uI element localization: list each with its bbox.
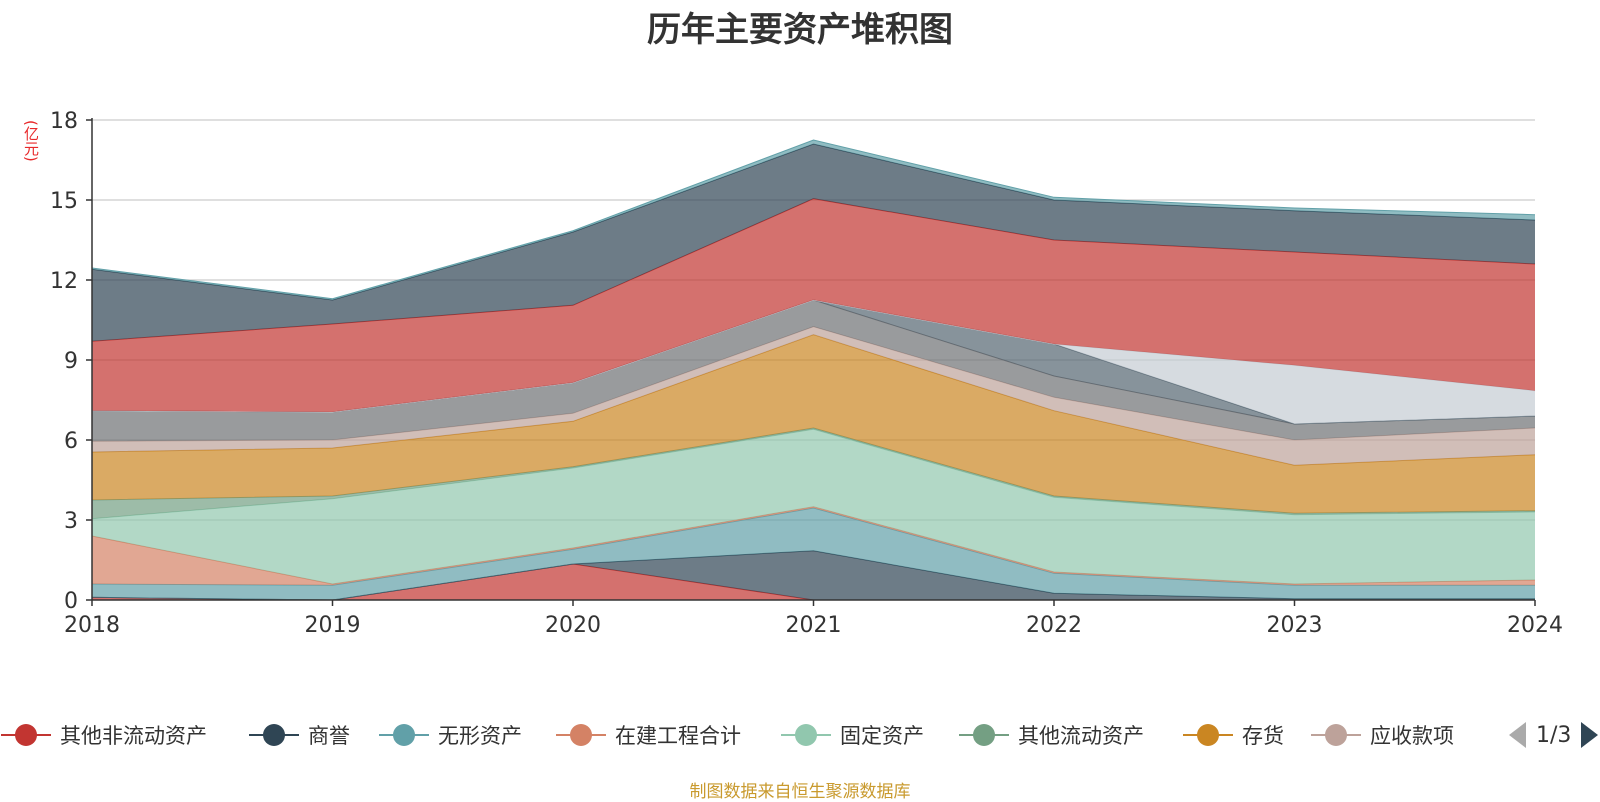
legend-prev-icon[interactable] [1508, 720, 1526, 750]
x-tick-label: 2022 [1026, 613, 1082, 638]
x-tick-label: 2023 [1267, 613, 1323, 638]
area-series-10 [92, 300, 1535, 424]
legend-pager: 1/3 [1500, 715, 1600, 755]
legend-item[interactable]: 其他非流动资产 [0, 715, 207, 755]
y-tick-label: 3 [64, 509, 78, 534]
legend-label: 商誉 [308, 724, 350, 748]
legend-item[interactable]: 存货 [1182, 715, 1284, 755]
chart-title: 历年主要资产堆积图 [647, 10, 953, 50]
legend-marker-icon [1, 724, 51, 746]
area-series-8 [92, 300, 1535, 442]
legend-marker-icon [1311, 724, 1361, 746]
x-tick-label: 2021 [786, 613, 842, 638]
area-series-0 [92, 564, 1535, 600]
y-tick-label: 12 [50, 269, 78, 294]
legend-marker-icon [781, 724, 831, 746]
legend-marker-icon [249, 724, 299, 746]
x-tick-label: 2018 [64, 613, 120, 638]
legend-label: 存货 [1242, 724, 1284, 748]
area-series-11 [92, 198, 1535, 412]
area-series-12 [92, 144, 1535, 342]
area-series-1 [92, 550, 1535, 600]
legend-page-indicator: 1/3 [1536, 722, 1572, 748]
legend-marker-icon [556, 724, 606, 746]
legend-item[interactable]: 无形资产 [378, 715, 522, 755]
y-axis-unit-label: (亿元) [22, 120, 40, 162]
x-tick-label: 2024 [1507, 613, 1563, 638]
y-tick-label: 0 [64, 589, 78, 614]
area-series-9 [92, 300, 1535, 424]
area-series-group [91, 139, 1536, 601]
legend-item[interactable]: 在建工程合计 [555, 715, 741, 755]
x-tick-label: 2020 [545, 613, 601, 638]
y-tick-label: 15 [50, 189, 78, 214]
area-series-3 [92, 506, 1535, 586]
area-series-6 [92, 334, 1535, 514]
source-note: 制图数据来自恒生聚源数据库 [689, 782, 911, 802]
legend-item[interactable]: 应收款项 [1310, 715, 1454, 755]
legend-label: 其他非流动资产 [60, 724, 207, 748]
y-tick-label: 18 [50, 109, 78, 134]
area-series-2 [92, 508, 1535, 600]
legend-label: 无形资产 [438, 724, 522, 748]
legend-label: 固定资产 [840, 724, 924, 748]
legend-item[interactable]: 其他流动资产 [958, 715, 1144, 755]
legend-next-icon[interactable] [1581, 720, 1599, 750]
y-tick-label: 6 [64, 429, 78, 454]
x-tick-label: 2019 [305, 613, 361, 638]
legend-marker-icon [959, 724, 1009, 746]
axes: 0 3 6 9 12 15 18 2018 2019 2020 2021 2022 2023 2024 [50, 109, 1563, 638]
area-series-4 [92, 429, 1535, 584]
legend-label: 其他流动资产 [1018, 724, 1144, 748]
legend-item[interactable]: 固定资产 [780, 715, 924, 755]
legend-label: 在建工程合计 [615, 724, 741, 748]
legend-label: 应收款项 [1370, 724, 1454, 748]
legend-marker-icon [1183, 724, 1233, 746]
area-series-line-13 [91, 139, 1536, 300]
legend-item[interactable]: 商誉 [248, 715, 350, 755]
stacked-area-plot: 0 3 6 9 12 15 18 2018 2019 2020 2021 2022 2023 2024 [50, 109, 1563, 638]
legend-marker-icon [379, 724, 429, 746]
y-tick-label: 9 [64, 349, 78, 374]
legend: 其他非流动资产 商誉 无形资产 在建工程合计 固定资产 其他流动资产 存货 应收款项 [0, 715, 1600, 755]
area-series-7 [92, 326, 1535, 466]
